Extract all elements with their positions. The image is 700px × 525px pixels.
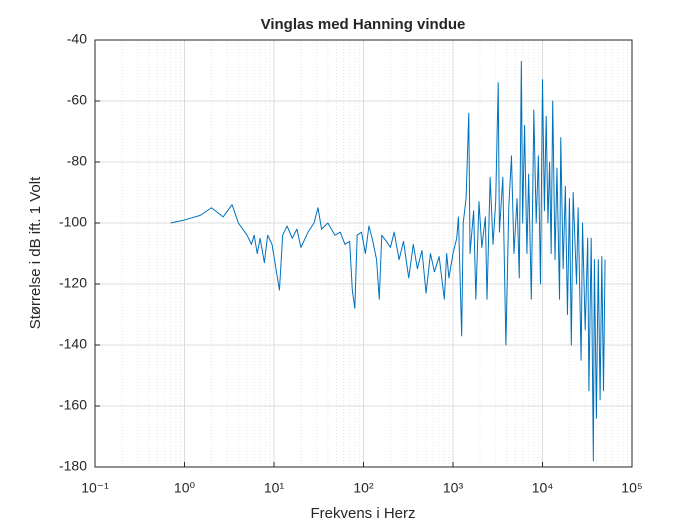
x-tick-label: 10¹ — [264, 480, 285, 496]
chart-title: Vinglas med Hanning vindue — [261, 16, 466, 33]
y-tick-label: -80 — [67, 153, 87, 169]
y-axis-label: Størrelse i dB ift. 1 Volt — [27, 176, 44, 329]
y-tick-label: -140 — [59, 336, 87, 352]
plot — [170, 60, 606, 462]
y-tick-label: -180 — [59, 458, 87, 474]
y-tick-label: -120 — [59, 275, 87, 291]
y-tick-label: -160 — [59, 397, 87, 413]
y-tick-label: -40 — [67, 31, 87, 47]
x-tick-label: 10² — [353, 480, 374, 496]
y-tick-label: -100 — [59, 214, 87, 230]
y-tick-label: -60 — [67, 92, 87, 108]
data-line — [170, 60, 606, 462]
x-tick-label: 10⁵ — [621, 480, 642, 496]
x-tick-label: 10⁻¹ — [81, 480, 109, 496]
x-tick-label: 10⁴ — [532, 480, 554, 496]
grid — [94, 39, 633, 468]
x-axis-label: Frekvens i Herz — [310, 505, 415, 522]
x-tick-label: 10³ — [443, 480, 464, 496]
ticks: 10⁻¹ 10⁰ 10¹ 10² 10³ 10⁴ 10⁵ -40 -60 -80 -100 -120 -… — [59, 31, 643, 496]
x-tick-label: 10⁰ — [174, 480, 196, 496]
